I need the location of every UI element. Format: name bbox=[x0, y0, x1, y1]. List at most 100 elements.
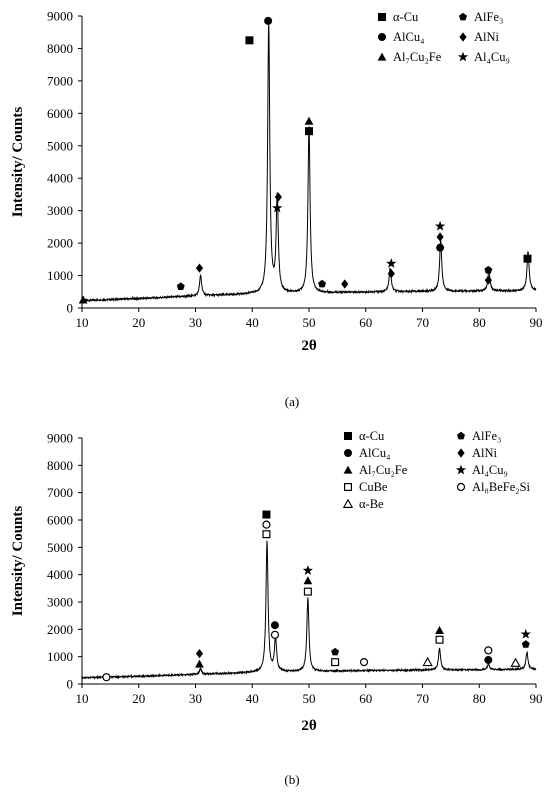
x-tick-label: 90 bbox=[530, 315, 543, 330]
phase-marker-diamond bbox=[195, 263, 204, 273]
y-axis-title: Intensity/ Counts bbox=[10, 506, 26, 617]
y-tick-label: 9000 bbox=[47, 9, 73, 24]
x-tick-label: 90 bbox=[530, 691, 543, 706]
legend-marker-pentagon bbox=[459, 12, 467, 21]
x-tick-label: 60 bbox=[359, 691, 372, 706]
phase-marker-pentagon bbox=[176, 282, 185, 290]
x-tick-label: 30 bbox=[189, 691, 202, 706]
phase-marker-square-open bbox=[303, 587, 312, 596]
phase-marker-triangle-open bbox=[422, 656, 433, 667]
x-tick-label: 50 bbox=[303, 691, 316, 706]
phase-marker-triangle bbox=[303, 576, 313, 585]
x-axis-title: 2θ bbox=[301, 338, 317, 354]
phase-marker-star bbox=[434, 220, 446, 231]
phase-marker-square bbox=[262, 510, 271, 519]
y-tick-label: 4000 bbox=[47, 567, 73, 582]
y-tick-label: 2000 bbox=[47, 236, 73, 251]
legend-marker-triangle bbox=[377, 52, 387, 61]
phase-marker-triangle bbox=[195, 659, 204, 668]
phase-marker-star bbox=[272, 202, 283, 213]
phase-marker-diamond bbox=[341, 279, 349, 289]
phase-marker-diamond bbox=[484, 275, 492, 285]
phase-marker-circle bbox=[270, 621, 279, 630]
legend-marker-square bbox=[344, 432, 352, 440]
legend-marker-square-open bbox=[344, 483, 353, 492]
legend-label: AlCu₄ bbox=[359, 446, 390, 460]
legend-marker-diamond bbox=[457, 448, 465, 458]
legend-label: AlNi bbox=[472, 446, 498, 460]
phase-marker-triangle bbox=[78, 295, 88, 304]
y-tick-label: 0 bbox=[67, 301, 74, 316]
legend-label: CuBe bbox=[359, 480, 388, 494]
phase-marker-circle-open bbox=[359, 658, 369, 667]
phase-marker-pentagon bbox=[521, 640, 530, 648]
phase-marker-square-open bbox=[331, 658, 340, 667]
y-tick-label: 4000 bbox=[47, 171, 73, 186]
phase-marker-pentagon bbox=[318, 279, 327, 288]
legend-label: AlFe₃ bbox=[472, 429, 501, 443]
panel-label: (a) bbox=[285, 394, 299, 409]
legend-label: α-Cu bbox=[359, 429, 385, 443]
legend-marker-circle-open bbox=[456, 482, 466, 492]
y-tick-label: 8000 bbox=[47, 458, 73, 473]
phase-marker-pentagon bbox=[331, 647, 340, 656]
x-tick-label: 20 bbox=[132, 691, 145, 706]
chart-panel-a: 10 20 30 40 50 60 70 80 90 0 1000 2000 3000 4000 5000 6… bbox=[10, 9, 543, 410]
phase-marker-triangle bbox=[435, 626, 444, 635]
legend-label: α-Cu bbox=[393, 10, 419, 24]
y-tick-label: 3000 bbox=[47, 203, 73, 218]
phase-marker-square bbox=[245, 36, 254, 45]
legend-label: Al₄Cu₉ bbox=[474, 50, 510, 64]
x-tick-label: 50 bbox=[303, 315, 316, 330]
phase-marker-circle-open bbox=[270, 630, 280, 639]
legend-marker-square bbox=[378, 13, 386, 21]
y-tick-label: 6000 bbox=[47, 513, 73, 528]
phase-marker-star bbox=[302, 565, 313, 575]
phase-marker-diamond bbox=[436, 232, 444, 242]
phase-marker-diamond bbox=[195, 649, 204, 659]
x-tick-label: 10 bbox=[76, 315, 89, 330]
legend-label: AlCu₄ bbox=[393, 30, 424, 44]
legend-marker-triangle bbox=[343, 465, 353, 474]
panel-label: (b) bbox=[284, 772, 299, 787]
phase-marker-triangle bbox=[304, 116, 314, 125]
y-tick-label: 2000 bbox=[47, 622, 73, 637]
phase-marker-square-open bbox=[262, 530, 271, 539]
phase-marker-star bbox=[520, 628, 531, 639]
phase-marker-square bbox=[305, 127, 313, 136]
y-tick-label: 1000 bbox=[47, 268, 73, 283]
chart-panel-b: 10 20 30 40 50 60 70 80 90 0 1000 2000 3000 4000 5000 6… bbox=[10, 429, 543, 787]
phase-marker-circle bbox=[484, 655, 493, 664]
x-tick-label: 10 bbox=[76, 691, 89, 706]
phase-marker-circle bbox=[436, 243, 445, 252]
x-tick-label: 20 bbox=[132, 315, 145, 330]
y-tick-label: 1000 bbox=[47, 649, 73, 664]
phase-marker-diamond bbox=[274, 192, 282, 202]
x-tick-label: 40 bbox=[246, 691, 259, 706]
legend-marker-diamond bbox=[459, 32, 467, 42]
legend-label: α-Be bbox=[359, 497, 384, 511]
phase-marker-star bbox=[386, 258, 397, 268]
x-tick-label: 80 bbox=[473, 691, 486, 706]
diffraction-pattern-line bbox=[81, 21, 537, 303]
y-tick-label: 3000 bbox=[47, 595, 73, 610]
phase-marker-diamond bbox=[387, 269, 395, 279]
legend-marker-pentagon bbox=[457, 431, 465, 440]
legend-marker-triangle-open bbox=[342, 498, 354, 508]
x-tick-label: 70 bbox=[416, 691, 429, 706]
x-axis-title: 2θ bbox=[301, 718, 317, 734]
phase-marker-square-open bbox=[435, 635, 444, 644]
y-tick-label: 0 bbox=[67, 677, 74, 692]
legend-marker-star bbox=[455, 464, 467, 475]
legend-label: AlFe₃ bbox=[474, 10, 503, 24]
legend-label: Al₇Cu₂Fe bbox=[393, 50, 442, 64]
legend-label: Al₇Cu₂Fe bbox=[359, 463, 408, 477]
x-tick-label: 80 bbox=[473, 315, 486, 330]
legend-marker-star bbox=[457, 51, 469, 62]
x-tick-label: 70 bbox=[416, 315, 429, 330]
legend-label: AlNi bbox=[474, 30, 500, 44]
phase-marker-circle-open bbox=[262, 520, 271, 529]
legend-marker-circle bbox=[344, 449, 352, 457]
x-tick-label: 30 bbox=[189, 315, 202, 330]
